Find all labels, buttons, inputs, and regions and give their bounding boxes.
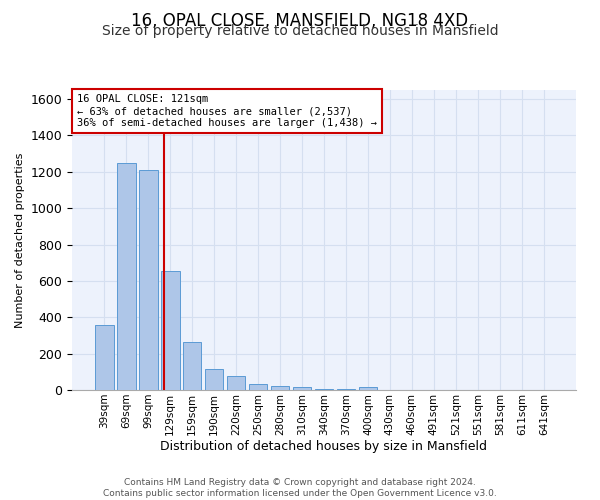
Bar: [249, 384, 268, 390]
X-axis label: Distribution of detached houses by size in Mansfield: Distribution of detached houses by size …: [161, 440, 487, 454]
Bar: [161, 271, 179, 390]
Text: Contains HM Land Registry data © Crown copyright and database right 2024.
Contai: Contains HM Land Registry data © Crown c…: [103, 478, 497, 498]
Bar: [205, 368, 223, 390]
Text: 16, OPAL CLOSE, MANSFIELD, NG18 4XD: 16, OPAL CLOSE, MANSFIELD, NG18 4XD: [131, 12, 469, 30]
Bar: [271, 386, 289, 390]
Bar: [227, 376, 245, 390]
Text: Size of property relative to detached houses in Mansfield: Size of property relative to detached ho…: [101, 24, 499, 38]
Bar: [359, 388, 377, 390]
Bar: [314, 389, 334, 390]
Text: 16 OPAL CLOSE: 121sqm
← 63% of detached houses are smaller (2,537)
36% of semi-d: 16 OPAL CLOSE: 121sqm ← 63% of detached …: [77, 94, 377, 128]
Bar: [139, 170, 158, 390]
Y-axis label: Number of detached properties: Number of detached properties: [15, 152, 25, 328]
Bar: [95, 324, 113, 390]
Bar: [183, 342, 202, 390]
Bar: [117, 162, 136, 390]
Bar: [293, 388, 311, 390]
